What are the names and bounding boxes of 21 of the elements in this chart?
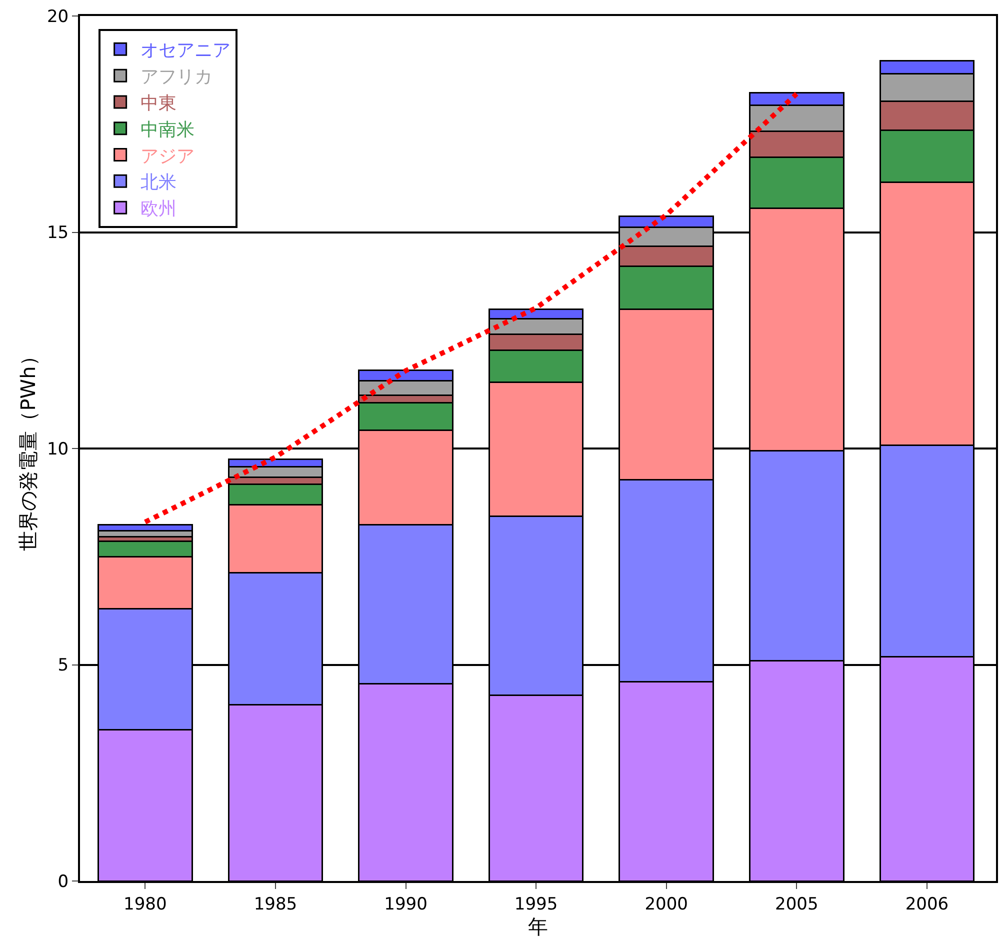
x-tick-label: 1995 xyxy=(514,894,558,914)
x-axis-title: 年 xyxy=(528,914,548,938)
x-tick-label: 1985 xyxy=(254,894,298,914)
legend-label: アジア xyxy=(140,146,194,167)
y-tick-label: 0 xyxy=(58,872,69,892)
legend-label: 中東 xyxy=(140,92,176,114)
legend-label: アフリカ xyxy=(140,66,212,88)
legend-label: 欧州 xyxy=(140,198,176,220)
legend-label: オセアニア xyxy=(140,40,230,62)
legend-label: 北米 xyxy=(140,172,176,194)
x-tick-label: 1980 xyxy=(124,894,167,914)
x-tick-label: 1990 xyxy=(384,894,428,914)
x-tick-label: 2006 xyxy=(905,894,949,914)
x-tick-label: 2000 xyxy=(644,894,688,914)
y-tick-label: 10 xyxy=(46,439,69,460)
y-tick-label: 15 xyxy=(46,223,69,244)
legend-label: 中南米 xyxy=(140,119,194,140)
y-tick-label: 5 xyxy=(58,656,69,676)
y-axis-title: 世界の発電量（PWh） xyxy=(16,346,40,551)
x-tick-label: 2005 xyxy=(775,894,818,914)
y-tick-label: 20 xyxy=(46,6,69,27)
